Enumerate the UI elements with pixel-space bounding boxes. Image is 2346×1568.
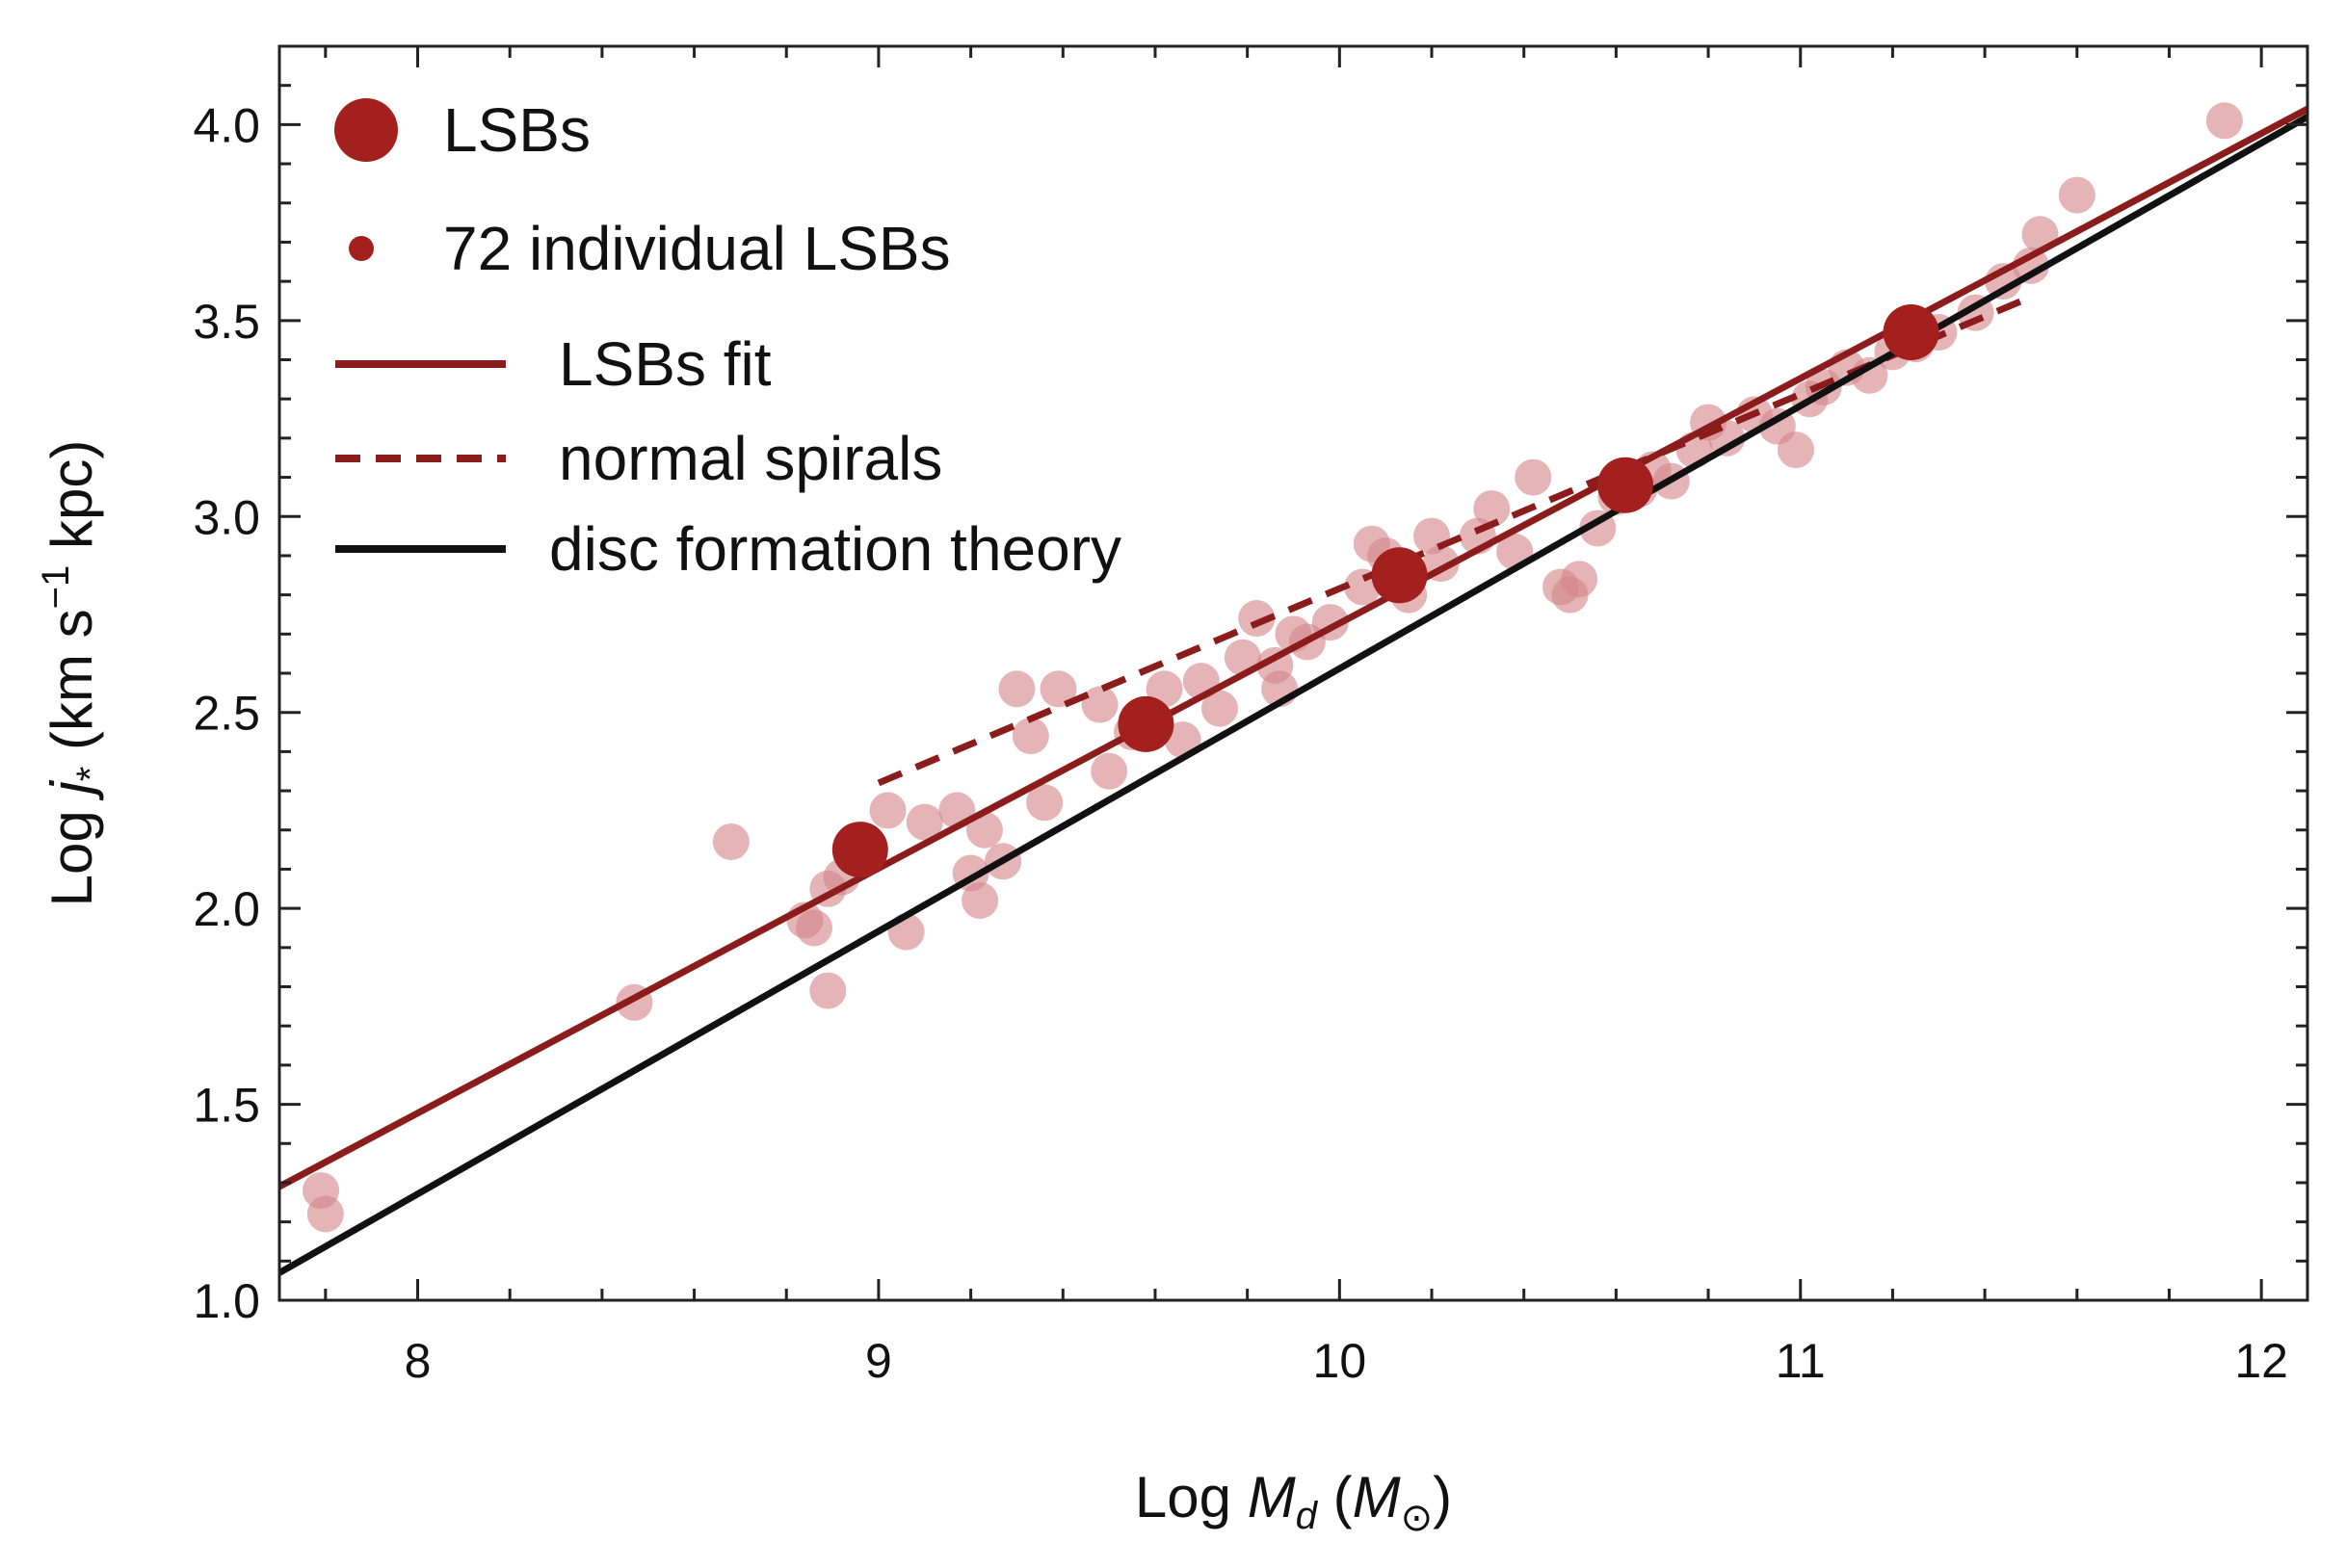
individual-lsb-point bbox=[1040, 670, 1077, 708]
individual-lsb-point bbox=[1238, 600, 1276, 638]
x-axis-label-unit-var: M bbox=[1353, 1465, 1401, 1529]
y-tick-label: 4.0 bbox=[193, 98, 260, 152]
y-tick-label: 3.0 bbox=[193, 490, 260, 544]
x-axis-label-unit-sub: ⊙ bbox=[1401, 1497, 1434, 1539]
relation-lines bbox=[277, 106, 2309, 1276]
y-axis-label-unit-end: kpc) bbox=[40, 440, 104, 565]
individual-lsb-point bbox=[809, 972, 847, 1009]
x-tick-label: 8 bbox=[405, 1334, 432, 1388]
y-tick-label: 2.5 bbox=[193, 687, 260, 741]
individual-lsb-point bbox=[965, 811, 1003, 849]
x-axis-label-var: M bbox=[1248, 1465, 1296, 1529]
x-tick-label: 9 bbox=[865, 1334, 892, 1388]
x-tick-label: 10 bbox=[1313, 1334, 1367, 1388]
y-axis-label: Log j* (km s−1 kpc) bbox=[35, 440, 112, 907]
individual-lsb-point bbox=[1081, 686, 1119, 723]
lsb-binned-point bbox=[831, 822, 888, 878]
individual-lsb-point bbox=[306, 1195, 344, 1233]
legend-lsbs-marker bbox=[334, 98, 398, 162]
individual-lsb-point bbox=[1026, 784, 1064, 822]
individual-lsb-point bbox=[906, 803, 943, 841]
x-axis-label-prefix: Log bbox=[1135, 1465, 1248, 1529]
individual-lsb-point bbox=[795, 909, 832, 947]
individual-lsb-point bbox=[1777, 431, 1814, 469]
x-axis-label: Log Md (M⊙) bbox=[1135, 1465, 1452, 1539]
y-tick-label: 1.0 bbox=[193, 1274, 260, 1328]
legend-spirals-label: normal spirals bbox=[559, 424, 942, 493]
individual-lsb-point bbox=[712, 823, 750, 860]
individual-lsb-point bbox=[2012, 247, 2049, 284]
disc-theory-line bbox=[277, 114, 2309, 1276]
y-tick-label: 1.5 bbox=[193, 1079, 260, 1133]
legend: LSBs 72 individual LSBs LSBs fit normal … bbox=[334, 95, 1121, 584]
individual-lsb-point bbox=[869, 792, 907, 829]
y-tick-label: 3.5 bbox=[193, 295, 260, 349]
individual-lsb-point bbox=[2205, 102, 2243, 140]
lsb-binned-point bbox=[1118, 695, 1174, 752]
normal-spirals-line bbox=[877, 294, 2033, 787]
individual-lsb-point bbox=[962, 881, 999, 919]
individual-lsb-point bbox=[1200, 690, 1238, 727]
legend-theory-label: disc formation theory bbox=[549, 514, 1121, 584]
lsb-binned-points bbox=[831, 304, 1939, 878]
individual-lsb-point bbox=[1515, 458, 1552, 496]
individual-lsb-point bbox=[1012, 718, 1049, 755]
legend-individual-marker bbox=[349, 236, 374, 261]
individual-lsb-point bbox=[2058, 176, 2096, 214]
y-axis-label-sup: −1 bbox=[35, 565, 77, 610]
x-tick-label: 12 bbox=[2234, 1334, 2288, 1388]
tick-labels: 8 9 10 11 12 1.0 1.5 2.0 2.5 3.0 3.5 4.0 bbox=[193, 98, 2287, 1388]
y-tick-label: 2.0 bbox=[193, 882, 260, 936]
y-axis-label-prefix: Log bbox=[40, 795, 104, 907]
lsb-binned-point bbox=[1371, 547, 1428, 604]
x-axis-label-sub: d bbox=[1296, 1495, 1319, 1537]
legend-individual-label: 72 individual LSBs bbox=[443, 214, 951, 283]
y-axis-label-unit: (km s bbox=[40, 609, 104, 766]
x-axis-label-unit-close: ) bbox=[1433, 1465, 1452, 1529]
individual-lsb-point bbox=[1473, 490, 1511, 528]
lsb-binned-point bbox=[1596, 457, 1653, 513]
individual-lsb-point bbox=[1091, 752, 1128, 790]
legend-fit-label: LSBs fit bbox=[559, 329, 772, 399]
x-axis-label-unit-open: ( bbox=[1317, 1465, 1353, 1529]
legend-lsbs-label: LSBs bbox=[443, 95, 591, 165]
axis-ticks bbox=[279, 46, 2307, 1300]
x-tick-label: 11 bbox=[1776, 1334, 1826, 1388]
individual-lsb-point bbox=[1561, 561, 1598, 598]
lsb-fit-line bbox=[277, 106, 2309, 1190]
y-axis-label-sub: * bbox=[69, 767, 112, 782]
lsb-binned-point bbox=[1883, 304, 1939, 361]
individual-lsb-point bbox=[998, 670, 1036, 708]
